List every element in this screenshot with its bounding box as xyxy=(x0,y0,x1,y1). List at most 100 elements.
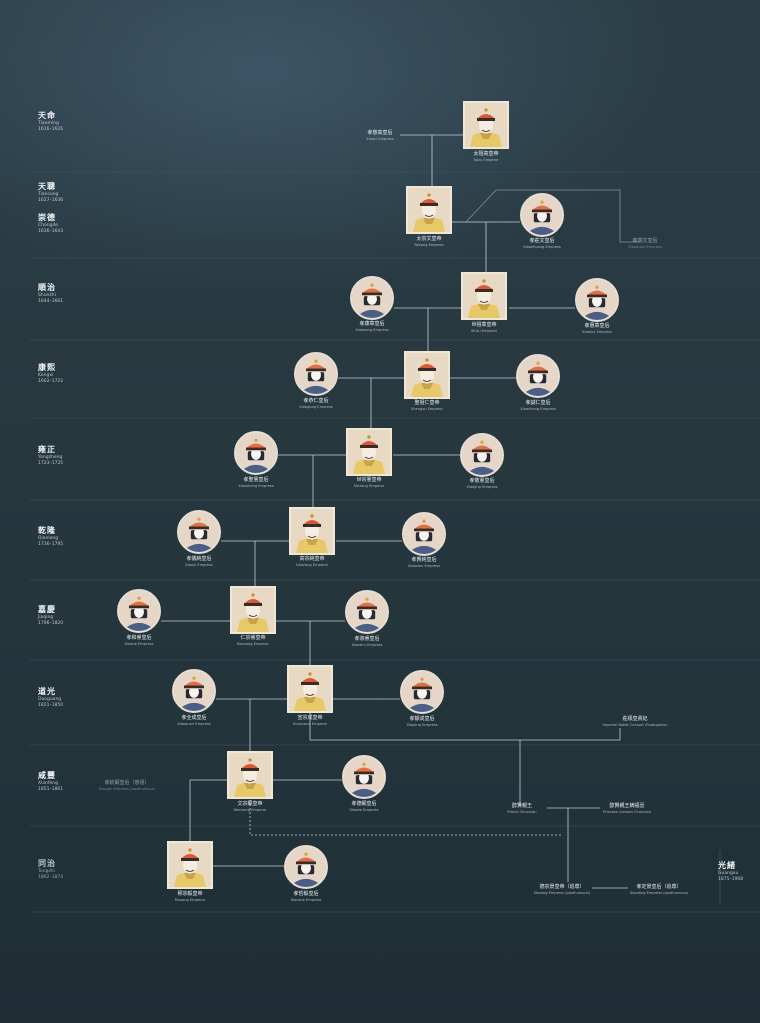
era-name: 同治 xyxy=(38,859,56,868)
name-cn: 孝儀純皇后 xyxy=(186,556,212,562)
portrait-taizu[interactable] xyxy=(463,101,509,149)
era-years: 1862–1874 xyxy=(38,875,64,880)
portrait-xiaojingcheng[interactable] xyxy=(400,670,444,714)
name-en: Xiaoding Empress (posthumous) xyxy=(629,891,689,895)
portrait-shengzu[interactable] xyxy=(404,351,450,399)
label-renzong: 仁宗睿皇帝 Renzong Emperor xyxy=(224,635,282,647)
empress-portrait-icon xyxy=(120,592,158,631)
name-cn: 醇賢親王嫡福晉 xyxy=(609,803,645,809)
portrait-taizong[interactable] xyxy=(406,186,452,234)
portrait-xiaozhuang[interactable] xyxy=(520,193,564,237)
era-tiancong: 天聰 Tiancong 1627–1636 xyxy=(38,181,63,204)
name-en: Xiaozhuang Empress xyxy=(523,245,561,249)
era-name: 天聰 xyxy=(38,182,56,191)
name-en: Muzong Emperor xyxy=(174,898,206,902)
era-roman: Yongzheng xyxy=(38,455,63,460)
portrait-xiaojingxian[interactable] xyxy=(460,433,504,477)
era-years: 1627–1636 xyxy=(38,198,64,203)
emperor-portrait-icon xyxy=(229,753,271,797)
label-xiaochengren: 孝誠仁皇后 Xiaocheng Empress xyxy=(508,400,568,412)
era-roman: Chongde xyxy=(38,223,59,228)
portrait-gaozong[interactable] xyxy=(289,507,335,555)
era-kangxi: 康熙 Kangxi 1662–1722 xyxy=(38,362,63,385)
name-cn: 太祖高皇帝 xyxy=(473,151,499,157)
name-cn: 孝惠章皇后 xyxy=(584,323,610,329)
label-taizong: 太宗文皇帝 Taizong Emperor xyxy=(400,236,458,248)
portrait-shizu[interactable] xyxy=(461,272,507,320)
portrait-xiaoyichun[interactable] xyxy=(177,510,221,554)
era-yongzheng: 雍正 Yongzheng 1723–1735 xyxy=(38,444,63,467)
portrait-xiaoquan[interactable] xyxy=(172,669,216,713)
portrait-xiaoshengxian[interactable] xyxy=(234,431,278,475)
portrait-xiaokang[interactable] xyxy=(350,276,394,320)
empress-portrait-icon xyxy=(405,515,443,554)
name-en: Renzong Emperor xyxy=(237,642,269,646)
label-xiaoshengxian: 孝聖憲皇后 Xiaosheng Empress xyxy=(226,477,286,489)
empress-portrait-icon xyxy=(348,593,386,632)
portrait-xiaoshurui[interactable] xyxy=(345,590,389,634)
era-daoguang: 道光 Daoguang 1821–1850 xyxy=(38,686,63,709)
portrait-muzong[interactable] xyxy=(167,841,213,889)
era-name: 道光 xyxy=(38,687,56,696)
name-cn: 孝莊文皇后 xyxy=(529,238,555,244)
label-xiaodingjing: 孝定景皇后（追尊） Xiaoding Empress (posthumous) xyxy=(624,884,694,896)
name-cn: 孝德顯皇后 xyxy=(351,801,377,807)
name-en: Shengzu Emperor xyxy=(411,407,443,411)
name-en: Shizong Emperor xyxy=(353,484,385,488)
portrait-xiaochengren[interactable] xyxy=(516,354,560,398)
era-name: 乾隆 xyxy=(38,526,56,535)
label-xiaocigao: 孝慈高皇后 Xiaoci Empress xyxy=(356,130,404,142)
empress-portrait-icon xyxy=(353,279,391,318)
portrait-wenzong[interactable] xyxy=(227,751,273,799)
name-en: Xiaoci Empress xyxy=(366,137,394,141)
name-cn: 孝敬憲皇后 xyxy=(469,478,495,484)
portrait-xiaohui[interactable] xyxy=(575,278,619,322)
label-wenzong: 文宗顯皇帝 Wenzong Emperor xyxy=(221,801,279,813)
portrait-xiaozheyi[interactable] xyxy=(284,845,328,889)
label-gaozong: 高宗純皇帝 Gaozong Emperor xyxy=(283,556,341,568)
era-name: 天命 xyxy=(38,111,56,120)
emperor-portrait-icon xyxy=(289,667,331,711)
portrait-xiaoherui[interactable] xyxy=(117,589,161,633)
label-shizu: 世祖章皇帝 Shizu Emperor xyxy=(455,322,513,334)
portrait-renzong[interactable] xyxy=(230,586,276,634)
era-roman: Guangxu xyxy=(718,871,739,876)
empress-portrait-icon xyxy=(403,673,441,712)
portrait-xuanzong[interactable] xyxy=(287,665,333,713)
empress-portrait-icon xyxy=(463,436,501,475)
empress-portrait-icon xyxy=(180,513,218,552)
label-xiaogongren: 孝恭仁皇后 Xiaogong Empress xyxy=(286,398,346,410)
era-years: 1662–1722 xyxy=(38,379,64,384)
name-en: Dezong Emperor (posthumous) xyxy=(533,891,591,895)
label-xiaoxianchun: 孝賢純皇后 Xiaoxian Empress xyxy=(394,557,454,569)
era-roman: Jiaqing xyxy=(38,615,54,620)
portrait-xiaogongren[interactable] xyxy=(294,352,338,396)
era-years: 1723–1735 xyxy=(38,461,64,466)
emperor-portrait-icon xyxy=(465,103,507,147)
name-cn: 孝慈高皇后 xyxy=(367,130,393,136)
name-en: Gaozong Emperor xyxy=(295,563,329,567)
name-en: Shizu Emperor xyxy=(470,329,498,333)
empress-portrait-icon xyxy=(175,672,213,711)
empress-portrait-icon xyxy=(345,758,383,797)
name-cn: 孝聖憲皇后 xyxy=(243,477,269,483)
name-cn: 孝定景皇后（追尊） xyxy=(636,884,682,890)
name-en: Xuanzong Emperor xyxy=(292,722,328,726)
label-xiaozhuang: 孝莊文皇后 Xiaozhuang Empress xyxy=(512,238,572,250)
era-shunzhi: 順治 Shunzhi 1644–1661 xyxy=(38,282,63,305)
era-roman: Tianming xyxy=(38,121,59,126)
portrait-xiaodexian[interactable] xyxy=(342,755,386,799)
era-name: 光緒 xyxy=(718,861,736,870)
name-cn: 孝全成皇后 xyxy=(181,715,207,721)
label-xiaoshurui: 孝淑睿皇后 Xiaoshu Empress xyxy=(337,636,397,648)
portrait-xiaoxianchun[interactable] xyxy=(402,512,446,556)
era-qianlong: 乾隆 Qianlong 1736–1795 xyxy=(38,525,63,548)
label-xiaojingxian: 孝敬憲皇后 Xiaojing Empress xyxy=(452,478,512,490)
portrait-shizong[interactable] xyxy=(346,428,392,476)
era-roman: Xianfeng xyxy=(38,781,59,786)
name-en: Xiaoduan Empress xyxy=(628,245,662,249)
era-name: 雍正 xyxy=(38,445,56,454)
era-name: 康熙 xyxy=(38,363,56,372)
name-cn: 仁宗睿皇帝 xyxy=(240,635,266,641)
